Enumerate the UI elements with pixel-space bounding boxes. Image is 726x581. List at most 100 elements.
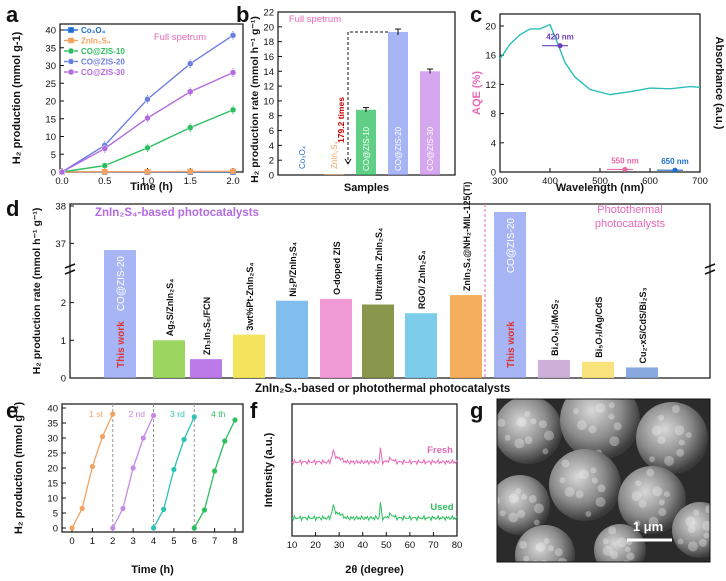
panel-a-legend-label: CO@ZIS-20 (81, 58, 125, 67)
panel-a-y-tick-label: 5 (51, 150, 56, 161)
panel-b-y-tick-label: 20 (263, 22, 274, 33)
panel-label-a: a (6, 2, 19, 27)
panel-e-point (161, 506, 167, 512)
panel-e-point (120, 505, 126, 512)
panel-g-flake (595, 496, 606, 507)
panel-d-y-tick-label: 2 (61, 298, 66, 309)
panel-d-group2-title: Photothermal (597, 204, 662, 216)
panel-g-flake (664, 455, 675, 466)
panel-c-xlabel: Wavelength (nm) (556, 182, 645, 194)
panel-e-point (130, 465, 136, 471)
panel-e-cycle-label: 2 nd (128, 409, 145, 419)
panel-e-x-tick-label: 6 (192, 536, 197, 547)
panel-b-y-tick-label: 6 (269, 126, 274, 137)
panel-g-flake (702, 520, 710, 531)
panel-g-flake (652, 486, 663, 497)
panel-c-y-tick-label: 12 (485, 80, 496, 91)
panel-a-y-tick-label: 40 (45, 26, 56, 37)
panel-d-group1-title: ZnIn₂S₄-based photocatalysts (95, 207, 259, 219)
panel-b-y-tick-label: 18 (263, 37, 274, 48)
panel-g-flake (602, 545, 613, 556)
panel-c-aqe-point (557, 43, 563, 49)
panel-g-flake (535, 542, 546, 553)
panel-g-scale-label: 1 μm (633, 519, 663, 534)
panel-e-point (79, 505, 85, 512)
panel-c-y-tick-label: 0 (491, 168, 496, 179)
panel-d-axis-break (704, 263, 716, 269)
panel-e-x-tick-label: 3 (130, 536, 135, 547)
panel-b-bar-label: CO@ZIS-30 (426, 126, 435, 171)
panel-g-flake (576, 420, 587, 431)
panel-e-x-tick-label: 0 (69, 536, 74, 547)
panel-d-bar (190, 359, 222, 378)
panel-b-bar-label: CO@ZIS-10 (362, 126, 371, 171)
panel-a-legend-label: CO@ZIS-10 (81, 47, 125, 56)
panel-g-flake (524, 411, 531, 418)
panel-e-point (89, 463, 95, 470)
panel-f-xlabel: 2θ (degree) (345, 564, 404, 576)
panel-f-x-tick-label: 20 (310, 540, 321, 551)
panel-g-sem-image (497, 389, 710, 562)
panel-a-title: Full spetrum (154, 32, 206, 43)
panel-g-flake (578, 389, 586, 397)
panel-g-flake (564, 486, 575, 497)
panel-g-flake (658, 414, 665, 421)
panel-g-flake (624, 546, 631, 553)
panel-g-flake (595, 403, 606, 414)
panel-e-point (110, 411, 116, 417)
panel-a-point (58, 168, 66, 176)
panel-g-microsphere (672, 502, 710, 558)
panel-e-point (150, 525, 157, 531)
panel-label-e: e (6, 398, 19, 423)
panel-d-this-work-label: This work (116, 321, 127, 368)
panel-a-legend-label: Co₃O₄ (81, 26, 106, 35)
panel-g-flake (698, 538, 707, 547)
panel-a-y-tick-label: 35 (45, 43, 56, 54)
panel-c-aqe-point (622, 166, 628, 173)
panel-b-annotation-arrow (344, 158, 352, 165)
panel-g-flake (602, 538, 609, 545)
panel-f-used-pattern (291, 501, 458, 522)
panel-g-flake (508, 512, 519, 523)
panel-d-yupper-tick-label: 38 (55, 202, 66, 213)
panel-f-fresh-pattern (291, 447, 458, 466)
panel-g-flake (543, 538, 550, 545)
panel-c-aqe-point (672, 167, 678, 173)
panel-g-flake (657, 435, 666, 444)
panel-a-y-tick-label: 30 (45, 61, 56, 72)
panel-c-y-tick-label: 20 (485, 22, 496, 33)
panel-d-bar-label: Cu₂-xS/CdS/Bi₂S₃ (638, 287, 648, 363)
panel-f-x-tick-label: 40 (357, 540, 368, 551)
panel-c-frame (499, 13, 701, 173)
panel-b-y-tick-label: 12 (263, 82, 274, 93)
panel-e-point (69, 525, 75, 531)
panel-g-flake (676, 448, 685, 457)
panel-d-bar-label: RGO/ ZnIn₂S₄ (417, 250, 427, 309)
panel-d-bar (153, 340, 185, 378)
panel-b-bar (356, 109, 376, 175)
panel-g-flake (674, 425, 685, 436)
panel-g-flake (613, 422, 622, 431)
panel-b-bar (388, 32, 408, 175)
panel-d-bar-label: CO@ZIS-20 (506, 218, 517, 274)
panel-g-flake (528, 494, 537, 503)
panel-e-y-tick-label: 30 (47, 434, 58, 445)
panel-b-y-tick-label: 4 (269, 141, 274, 152)
panel-a-point (144, 114, 151, 122)
panel-d-axis-break (704, 269, 716, 275)
panel-a-point (229, 32, 237, 39)
panel-a-legend-label: CO@ZIS-30 (81, 68, 125, 77)
panel-g-flake (533, 503, 544, 514)
panel-g-flake (671, 405, 680, 414)
panel-d-bar (582, 361, 614, 378)
panel-e-point (201, 507, 208, 513)
panel-g-flake (608, 413, 615, 420)
panel-a-legend-marker (68, 37, 74, 44)
panel-e-point (140, 435, 146, 441)
panel-a-x-tick-label: 0.0 (55, 176, 68, 187)
panel-e-y-tick-label: 5 (53, 509, 58, 520)
panel-d-y-tick-label: 1 (61, 336, 66, 347)
panel-g-flake (631, 491, 642, 502)
panel-e-series-line (112, 415, 155, 529)
panel-b-xlabel: Samples (344, 182, 389, 194)
